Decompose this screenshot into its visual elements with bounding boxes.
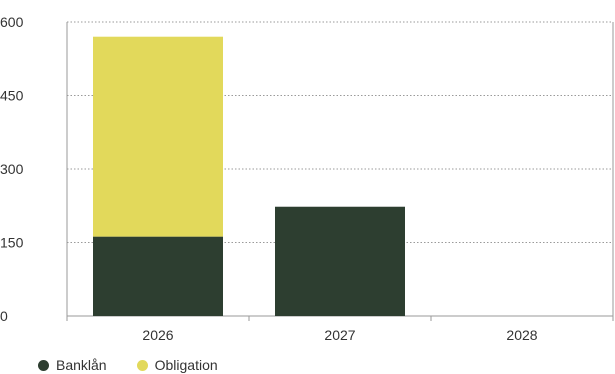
bar-2027-banklan <box>275 206 405 316</box>
legend-item-obligation: Obligation <box>136 357 218 373</box>
y-tick-label-150: 150 <box>0 235 24 251</box>
legend-swatch-obligation <box>136 359 148 371</box>
x-tick-label-2026: 2026 <box>142 327 173 343</box>
x-tick-label-2028: 2028 <box>506 327 537 343</box>
y-tick-label-0: 0 <box>0 308 8 324</box>
bar-2026-banklan <box>93 236 223 316</box>
y-tick-label-600: 600 <box>0 14 24 30</box>
legend-label-banklan: Banklån <box>56 357 107 373</box>
x-tick-label-2027: 2027 <box>324 327 355 343</box>
y-tick-label-300: 300 <box>0 161 24 177</box>
legend-label-obligation: Obligation <box>154 357 218 373</box>
legend-swatch-banklan <box>38 359 49 371</box>
legend: Banklån Obligation <box>38 356 248 374</box>
legend-item-banklan: Banklån <box>38 357 107 373</box>
y-tick-label-450: 450 <box>0 88 24 104</box>
bar-2026-obligation <box>93 36 223 237</box>
